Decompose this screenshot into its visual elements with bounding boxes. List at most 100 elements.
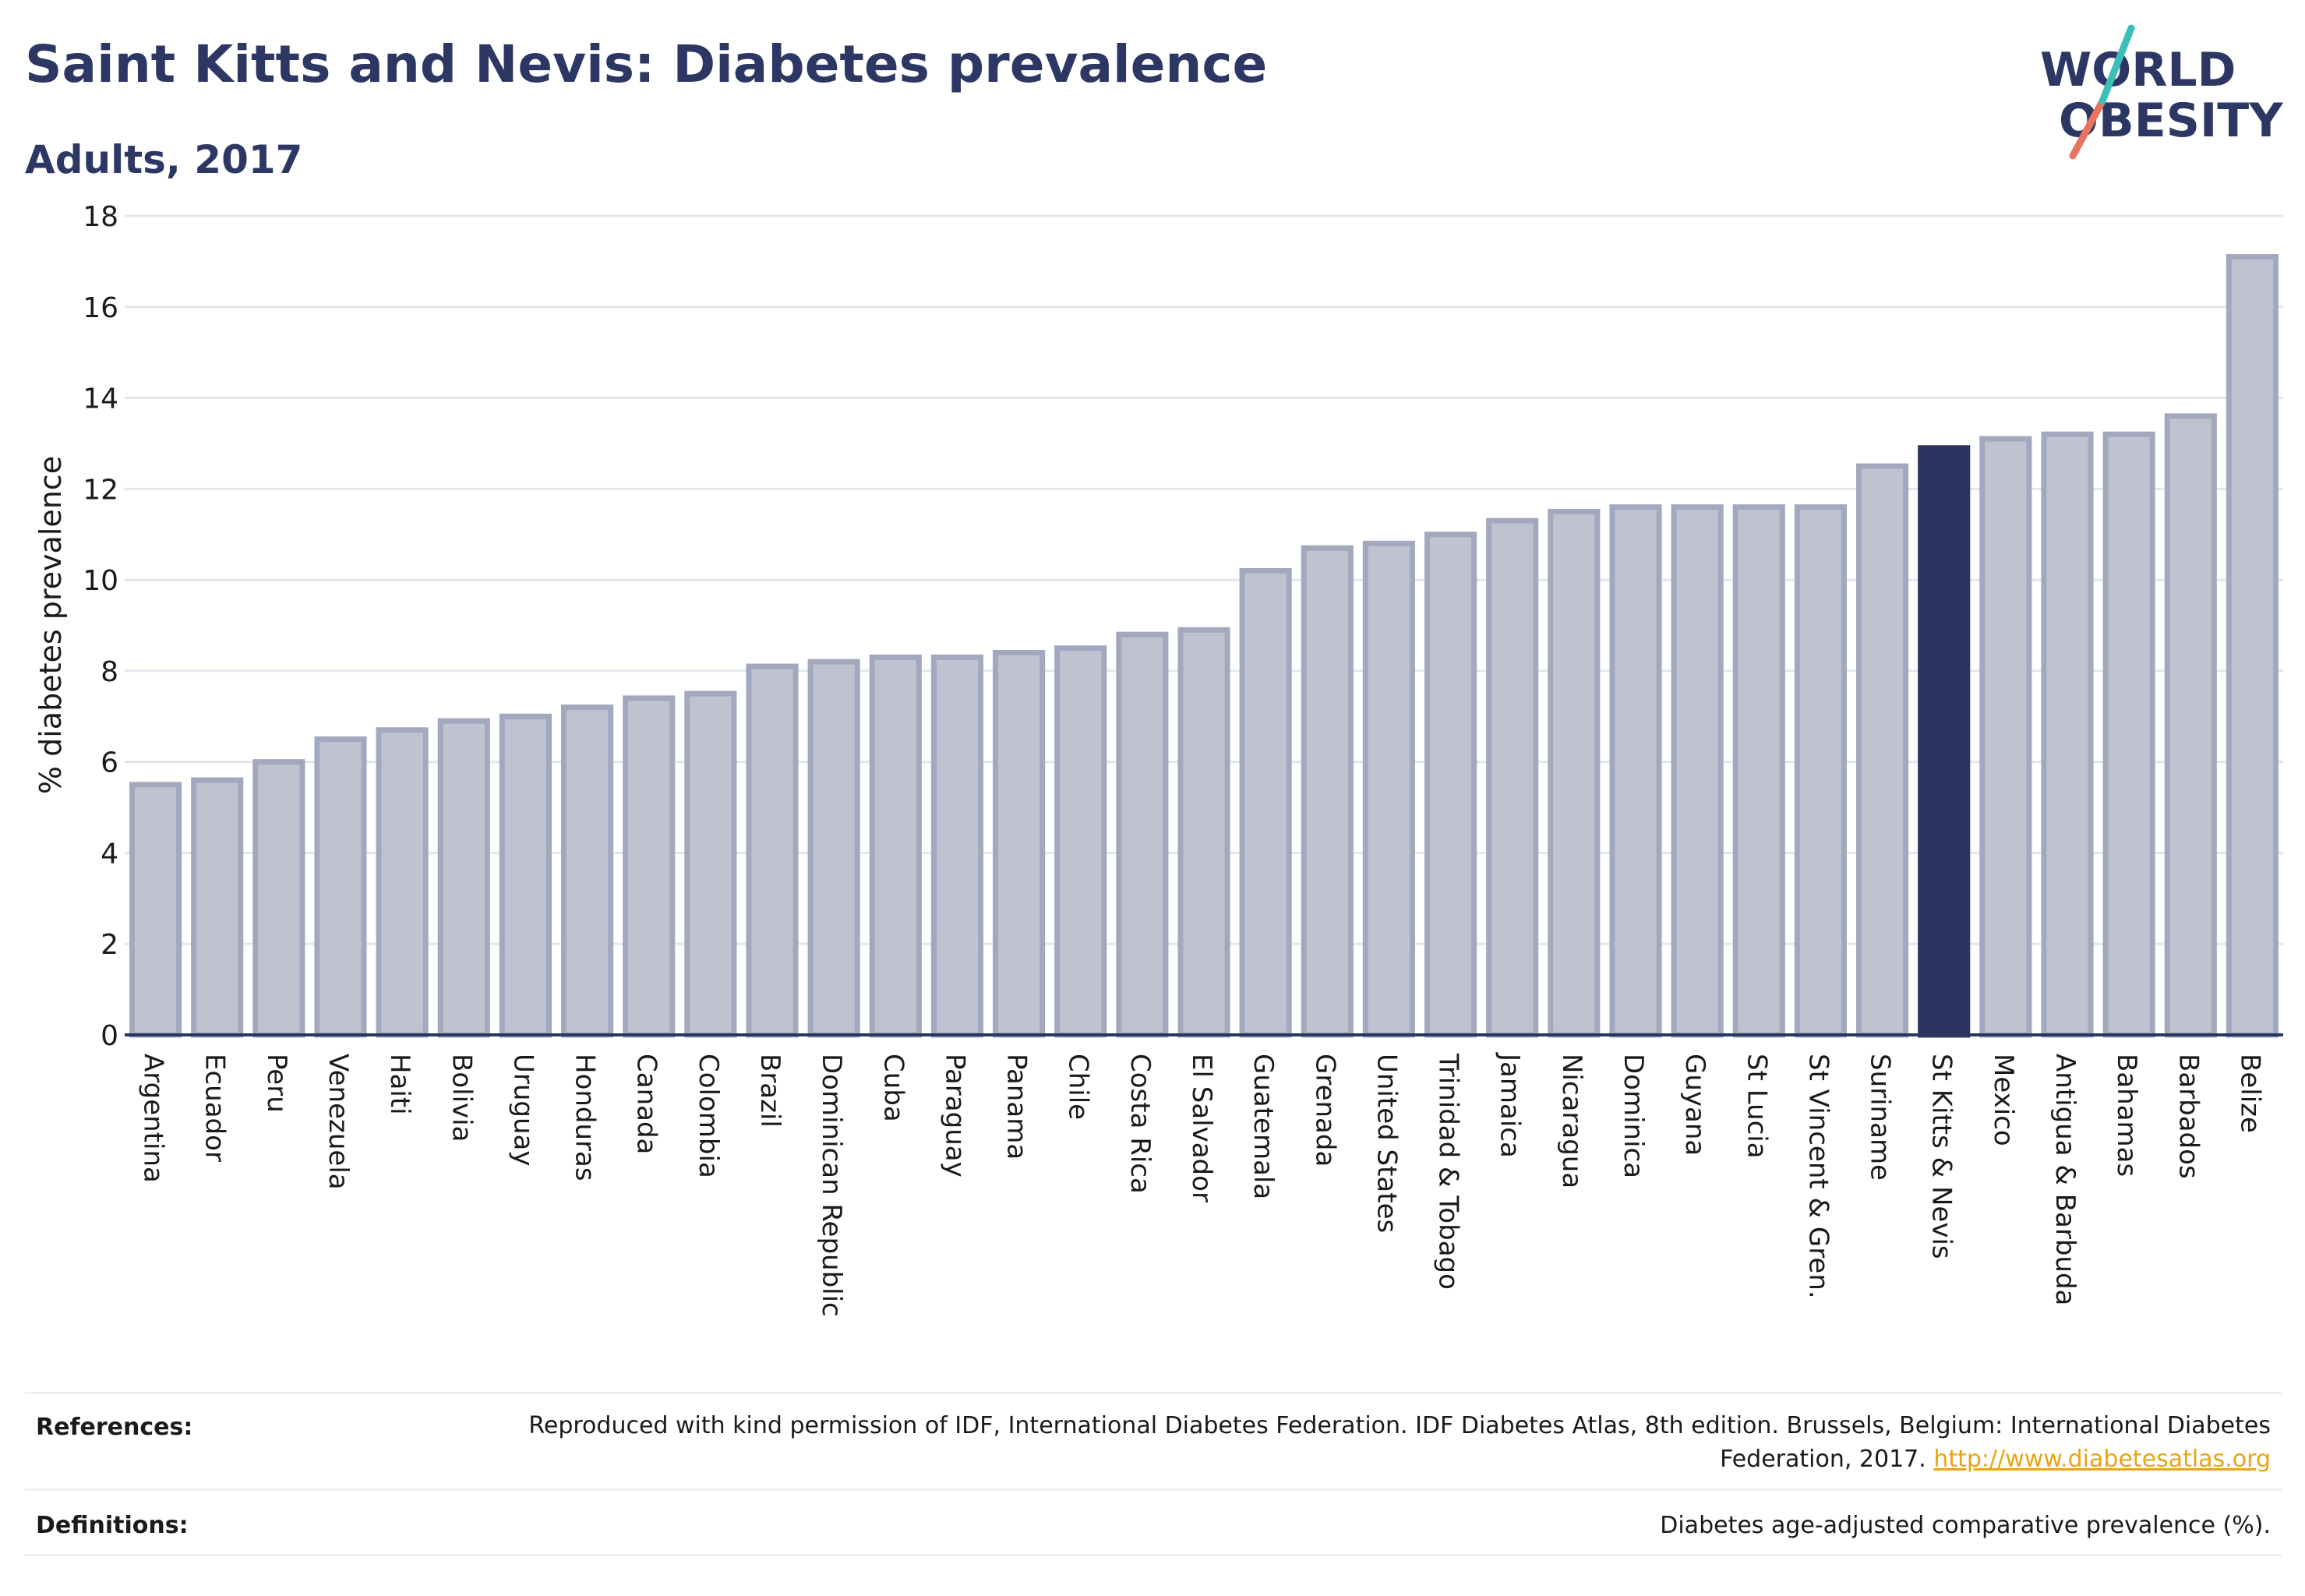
x-tick-label: Argentina	[138, 1054, 169, 1183]
bar	[684, 690, 737, 1038]
references-link[interactable]: http://www.diabetesatlas.org	[1933, 1446, 2271, 1473]
bar	[746, 663, 799, 1038]
x-tick-label: Antigua & Barbuda	[2049, 1054, 2081, 1305]
x-tick-label: Guyana	[1679, 1054, 1710, 1156]
x-tick-label: Uruguay	[507, 1054, 538, 1167]
bar	[1177, 627, 1230, 1038]
x-tick-label: El Salvador	[1186, 1054, 1217, 1202]
x-tick-label: Mexico	[1988, 1054, 2019, 1146]
x-tick-label: Cuba	[877, 1054, 909, 1122]
bar-highlighted	[1918, 445, 1971, 1038]
y-tick-label: 10	[83, 565, 118, 597]
bar	[1424, 531, 1477, 1038]
y-tick-label: 18	[83, 201, 118, 233]
logo-slash-upper	[2099, 24, 2135, 105]
bar	[869, 654, 922, 1038]
bar	[1301, 545, 1354, 1038]
x-tick-label: Costa Rica	[1124, 1054, 1156, 1194]
y-tick-label: 12	[83, 474, 118, 506]
references-text: Reproduced with kind permission of IDF, …	[528, 1412, 2271, 1473]
bar	[129, 782, 182, 1038]
y-tick-label: 14	[83, 383, 118, 415]
x-tick-label: Grenada	[1309, 1054, 1340, 1167]
x-tick-label: St Kitts & Nevis	[1926, 1054, 1957, 1259]
x-tick-label: Guatemala	[1248, 1054, 1279, 1199]
x-tick-label: St Vincent & Gren.	[1802, 1054, 1834, 1299]
references-top-divider	[25, 1392, 2282, 1394]
x-tick-label: Barbados	[2173, 1054, 2204, 1179]
bar	[1362, 540, 1416, 1038]
bar	[1548, 509, 1601, 1038]
x-tick-label: Dominican Republic	[816, 1054, 847, 1317]
x-tick-label: Trinidad & Tobago	[1433, 1053, 1464, 1290]
bar	[1979, 436, 2032, 1038]
bar	[1116, 631, 1169, 1038]
bar	[1054, 645, 1107, 1038]
references-label: References:	[36, 1414, 193, 1441]
bar	[2041, 431, 2094, 1038]
definitions-bottom-divider	[25, 1554, 2282, 1556]
references-text-block: Reproduced with kind permission of IDF, …	[478, 1409, 2271, 1476]
world-obesity-logo: WORLD OBESITY	[2040, 24, 2284, 160]
y-tick-label: 8	[101, 656, 118, 688]
x-tick-label: Haiti	[384, 1054, 415, 1115]
bar	[1794, 504, 1848, 1038]
axes: 0 2 4 6 8 10 12 14 16 18 Argentina Ecuador Peru Venez…	[83, 201, 2283, 1317]
x-tick-label: Paraguay	[939, 1054, 970, 1178]
bar	[1855, 463, 1909, 1038]
bar	[992, 650, 1046, 1038]
x-tick-label: Ecuador	[199, 1054, 231, 1162]
y-tick-label: 2	[101, 929, 118, 961]
bar	[252, 759, 305, 1038]
x-tick-label: Venezuela	[323, 1054, 354, 1190]
y-tick-label: 0	[101, 1020, 118, 1052]
y-tick-label: 16	[83, 292, 118, 324]
y-tick-label: 6	[101, 747, 118, 779]
logo-line2: OBESITY	[2059, 94, 2284, 148]
definitions-label: Definitions:	[36, 1512, 189, 1539]
x-tick-label: St Lucia	[1741, 1054, 1772, 1159]
bar	[499, 713, 552, 1038]
y-tick-label: 4	[101, 838, 118, 870]
x-tick-label: Suriname	[1865, 1054, 1896, 1181]
bar	[1732, 504, 1785, 1038]
chart-title: Saint Kitts and Nevis: Diabetes prevalen…	[25, 34, 1268, 94]
bar-chart: 0 2 4 6 8 10 12 14 16 18 Argentina Ecuador Peru Venez…	[34, 201, 2283, 1317]
bar	[2102, 431, 2155, 1038]
x-tick-label: Brazil	[754, 1054, 785, 1128]
x-tick-label: United States	[1371, 1054, 1402, 1233]
bar	[2164, 413, 2217, 1038]
x-tick-label: Colombia	[693, 1054, 724, 1178]
bar	[560, 704, 614, 1038]
bar	[1486, 517, 1539, 1038]
x-tick-label: Canada	[631, 1054, 662, 1154]
bar	[1671, 504, 1724, 1038]
chart-subtitle: Adults, 2017	[25, 137, 303, 182]
logo-slash-lower	[2069, 97, 2106, 160]
bar	[623, 695, 676, 1038]
bars	[129, 254, 2279, 1038]
bar	[314, 736, 367, 1038]
x-tick-label: Belize	[2234, 1054, 2265, 1133]
x-tick-label: Honduras	[570, 1054, 601, 1181]
x-tick-label: Panama	[1001, 1054, 1032, 1160]
bar	[930, 654, 984, 1038]
x-tick-label: Jamaica	[1495, 1052, 1526, 1158]
x-tick-label: Chile	[1063, 1054, 1094, 1120]
x-tick-label: Bahamas	[2111, 1054, 2142, 1177]
y-axis-label: % diabetes prevalence	[34, 456, 68, 794]
x-tick-label: Peru	[261, 1054, 292, 1113]
x-tick-label: Bolivia	[446, 1054, 477, 1142]
bar	[376, 727, 429, 1038]
x-tick-label: Dominica	[1618, 1054, 1649, 1178]
bar	[1239, 567, 1292, 1038]
x-tick-label: Nicaragua	[1556, 1054, 1587, 1188]
definitions-text: Diabetes age-adjusted comparative preval…	[1660, 1512, 2271, 1539]
references-bottom-divider	[25, 1488, 2282, 1491]
bar	[191, 777, 244, 1038]
bar	[437, 718, 490, 1038]
bar	[2226, 254, 2279, 1038]
bar	[807, 659, 860, 1038]
logo-line1: WORLD	[2040, 43, 2236, 97]
bar	[1609, 504, 1662, 1038]
